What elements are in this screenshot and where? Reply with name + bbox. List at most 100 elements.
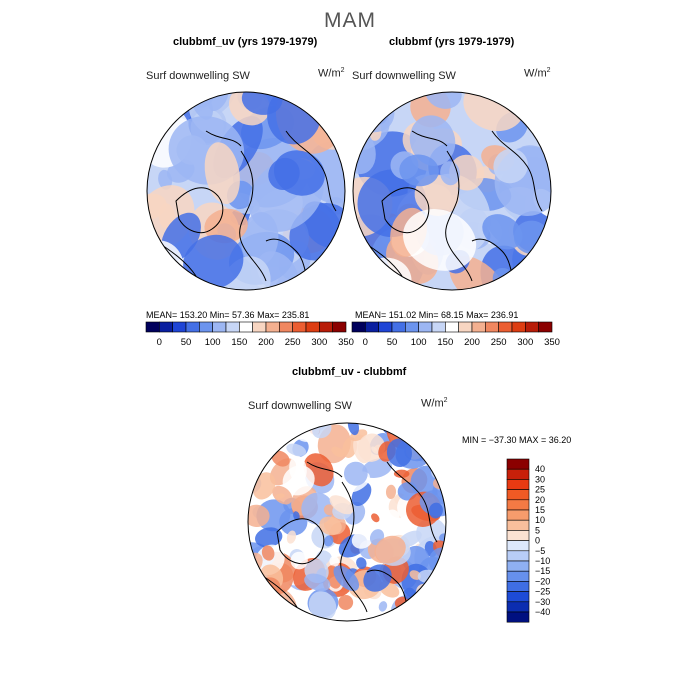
field-patch	[431, 603, 446, 621]
right-colorbar: 0 50 100 150 200 250 300 350	[351, 321, 560, 348]
field-patch	[255, 527, 283, 548]
field-patch	[441, 569, 446, 581]
field-patch	[338, 594, 354, 610]
field-patch	[147, 161, 159, 186]
coastline	[205, 130, 242, 147]
field-patch	[371, 513, 380, 523]
field-patch	[393, 469, 410, 478]
coastline	[175, 187, 224, 234]
field-patch	[438, 576, 446, 589]
right-colorbar-tick-label: 250	[491, 337, 507, 348]
coastline	[381, 187, 430, 234]
right-colorbar-swatch	[538, 321, 553, 333]
left-colorbar-tick-label: 300	[311, 337, 327, 348]
right-colorbar-swatch	[351, 321, 366, 333]
field-patch	[303, 92, 321, 107]
left-colorbar-tick-label: 350	[338, 337, 354, 348]
field-patch	[310, 264, 345, 290]
diff-colorbar-tick-label: −5	[535, 546, 545, 556]
diff-colorbar-swatch	[506, 560, 530, 572]
left-colorbar-swatch	[292, 321, 307, 333]
field-patch	[333, 565, 360, 592]
field-patch	[147, 92, 170, 115]
left-colorbar-swatch	[225, 321, 240, 333]
right-colorbar-swatch	[391, 321, 406, 333]
left-colorbar-swatch	[159, 321, 173, 333]
diff-colorbar-swatch	[506, 570, 530, 582]
left-panel-title: clubbmf_uv (yrs 1979-1979)	[173, 36, 318, 48]
field-patch	[301, 492, 334, 525]
diff-colorbar-tick-label: −30	[535, 597, 550, 607]
field-patch	[329, 555, 340, 568]
diff-colorbar-tick-label: 40	[535, 464, 545, 474]
left-colorbar-swatch	[279, 321, 293, 333]
diff-colorbar-tick-label: 15	[535, 505, 545, 515]
field-patch	[147, 263, 176, 290]
field-patch	[275, 423, 294, 434]
right-panel-stats: MEAN= 151.02 Min= 68.15 Max= 236.91	[355, 310, 519, 320]
right-polar-map	[352, 91, 552, 291]
left-colorbar: 0 50 100 150 200 250 300 350	[145, 321, 354, 348]
field-patch	[436, 602, 446, 613]
field-patch	[351, 530, 373, 549]
left-colorbar-tick-label: 150	[231, 337, 247, 348]
field-patch	[449, 154, 485, 191]
field-patch	[293, 511, 300, 521]
coastline	[411, 130, 448, 147]
right-colorbar-swatch	[471, 321, 486, 333]
field-patch	[343, 461, 368, 486]
field-patch	[304, 573, 331, 592]
field-patch	[271, 607, 285, 620]
left-colorbar-swatch	[252, 321, 267, 333]
field-patch	[260, 423, 280, 438]
field-patch	[329, 495, 354, 515]
diff-panel-field: Surf downwelling SW	[248, 400, 352, 412]
diff-colorbar-tick-label: −10	[535, 556, 550, 566]
field-patch	[183, 234, 244, 290]
diff-colorbar-tick-label: 20	[535, 495, 545, 505]
field-patch	[252, 591, 277, 618]
field-patch	[403, 209, 477, 271]
right-colorbar-tick-label: 200	[464, 337, 480, 348]
map-border	[146, 91, 346, 291]
left-colorbar-swatch	[145, 321, 160, 333]
left-colorbar-swatch	[212, 321, 227, 333]
field-patch	[286, 530, 297, 544]
right-colorbar-swatch	[525, 321, 539, 333]
right-colorbar-swatch	[485, 321, 499, 333]
coastline	[285, 130, 337, 212]
right-colorbar-swatch	[498, 321, 513, 333]
left-polar-map	[146, 91, 346, 291]
field-patch	[323, 535, 334, 547]
diff-colorbar-swatch	[506, 601, 530, 613]
field-patch	[286, 443, 307, 457]
field-patch	[374, 535, 406, 564]
right-panel-field: Surf downwelling SW	[352, 70, 456, 82]
right-colorbar-swatch	[365, 321, 379, 333]
field-patch	[385, 484, 397, 499]
field-patch	[428, 502, 443, 519]
left-colorbar-tick-label: 200	[258, 337, 274, 348]
field-patch	[204, 208, 248, 244]
field-patch	[241, 92, 283, 115]
season-title: MAM	[324, 9, 376, 32]
right-colorbar-swatch	[511, 321, 526, 333]
field-patch	[386, 438, 412, 467]
field-patch	[482, 214, 523, 250]
field-patch	[307, 92, 342, 110]
right-colorbar-tick-label: 300	[517, 337, 533, 348]
diff-colorbar-swatch	[506, 591, 530, 603]
coastline	[445, 150, 473, 282]
left-colorbar-swatch	[239, 321, 253, 333]
coastline	[306, 461, 343, 478]
left-colorbar-tick-label: 250	[285, 337, 301, 348]
diff-polar-map	[247, 422, 447, 622]
right-panel-units: W/m2	[524, 67, 551, 80]
diff-colorbar-tick-label: 0	[535, 536, 540, 546]
diff-colorbar-swatch	[506, 499, 530, 511]
diff-colorbar-swatch	[506, 550, 530, 562]
field-patch	[356, 557, 367, 570]
field-patch	[409, 115, 456, 166]
diff-panel-title: clubbmf_uv - clubbmf	[292, 366, 407, 378]
diff-colorbar-swatch	[506, 540, 530, 552]
